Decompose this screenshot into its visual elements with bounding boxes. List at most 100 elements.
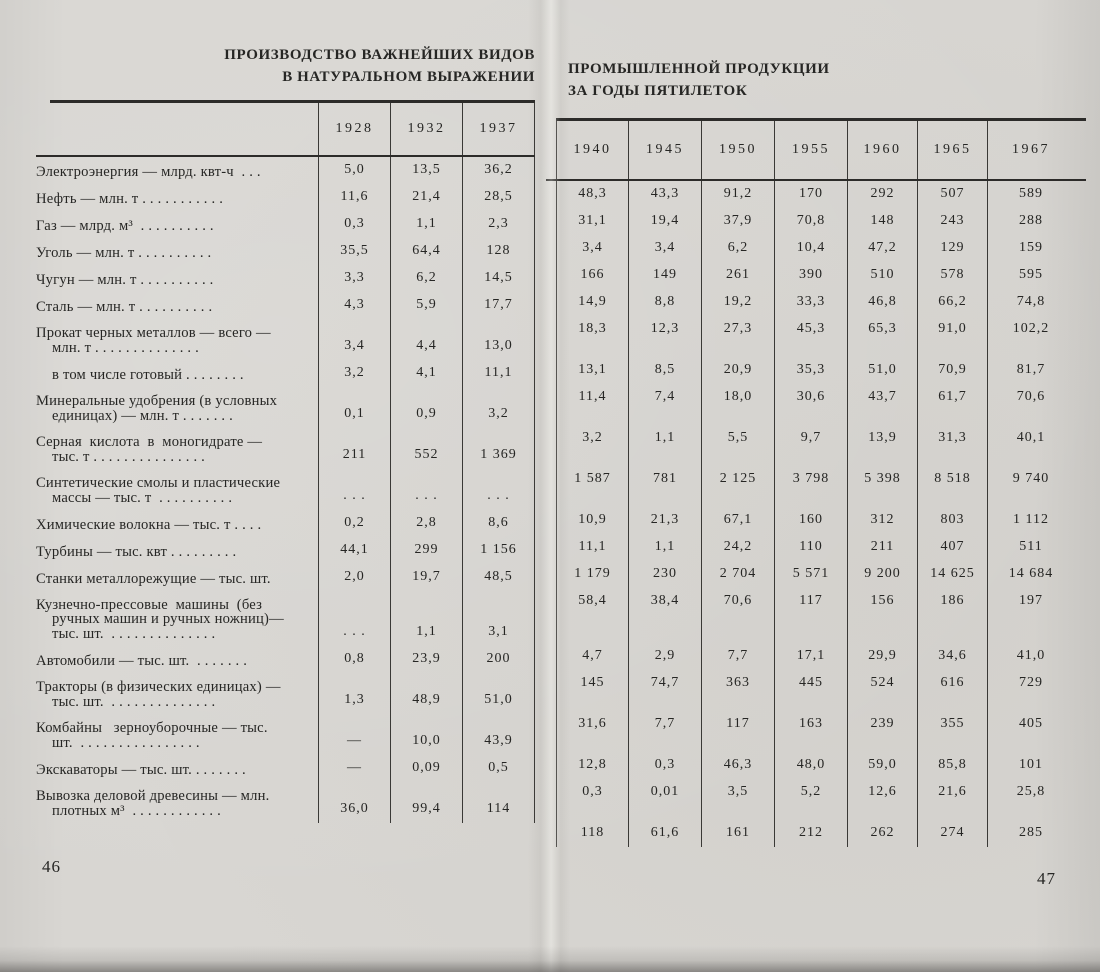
value-cell: 91,2 <box>701 181 774 208</box>
value-cell: 1,3 <box>318 673 390 714</box>
value-cell: 156 <box>847 588 917 615</box>
value-cell: 70,6 <box>701 588 774 615</box>
table-right-body: 48,3 43,3 91,2 170 292 507 589 31,1 19,4 37,9 70,8… <box>556 181 1086 847</box>
table-row: 31,6 7,7 117 163 239 355 405 <box>556 697 1086 738</box>
value-cell: 19,2 <box>701 289 774 316</box>
value-cell: 14 684 <box>987 561 1074 588</box>
value-cell: 212 <box>774 806 847 847</box>
value-cell: 59,0 <box>847 738 917 779</box>
value-cell: 51,0 <box>462 673 535 714</box>
table-row: 13,1 8,5 20,9 35,3 51,0 70,9 81,7 <box>556 343 1086 384</box>
year-header: 1937 <box>462 103 535 155</box>
value-cell: 58,4 <box>556 588 628 615</box>
value-cell: 11,6 <box>318 184 390 211</box>
value-cell: 99,4 <box>390 782 462 823</box>
value-cell: 1 587 <box>556 452 628 493</box>
year-header: 1955 <box>774 121 847 179</box>
value-cell: 13,1 <box>556 343 628 384</box>
value-cell: 261 <box>701 262 774 289</box>
value-cell: 5,5 <box>701 411 774 452</box>
value-cell: 578 <box>917 262 987 289</box>
value-cell: 0,3 <box>628 738 701 779</box>
value-cell: 5 398 <box>847 452 917 493</box>
value-cell: 2,3 <box>462 211 535 238</box>
value-cell: 51,0 <box>847 343 917 384</box>
value-cell: 2,8 <box>390 510 462 537</box>
value-cell: 186 <box>917 588 987 615</box>
value-cell: 2,9 <box>628 615 701 670</box>
table-right-top-rule <box>556 118 1086 121</box>
value-cell: 48,3 <box>556 181 628 208</box>
value-cell: 510 <box>847 262 917 289</box>
row-label: Чугун — млн. т . . . . . . . . . . <box>36 272 214 288</box>
value-cell: 0,3 <box>556 779 628 806</box>
value-cell: 36,2 <box>462 157 535 184</box>
value-cell: 405 <box>987 697 1074 738</box>
value-cell: 5,0 <box>318 157 390 184</box>
value-cell: 25,8 <box>987 779 1074 806</box>
value-cell: 46,3 <box>701 738 774 779</box>
value-cell: 37,9 <box>701 208 774 235</box>
value-cell: 33,3 <box>774 289 847 316</box>
value-cell: 8 518 <box>917 452 987 493</box>
value-cell: 0,01 <box>628 779 701 806</box>
value-cell: 118 <box>556 806 628 847</box>
value-cell: 4,7 <box>556 615 628 670</box>
table-left-top-rule <box>50 100 535 103</box>
table-row: 14,9 8,8 19,2 33,3 46,8 66,2 74,8 <box>556 289 1086 316</box>
value-cell: 159 <box>987 235 1074 262</box>
value-cell: 148 <box>847 208 917 235</box>
row-label: Станки металлорежущие — тыс. шт. <box>36 571 271 587</box>
value-cell: 1 369 <box>462 428 535 469</box>
value-cell: 43,9 <box>462 714 535 755</box>
row-label: Газ — млрд. м³ . . . . . . . . . . <box>36 218 214 234</box>
table-row: 12,8 0,3 46,3 48,0 59,0 85,8 101 <box>556 738 1086 779</box>
row-label: Серная кислота в моногидрате — тыс. т . … <box>36 435 263 465</box>
value-cell: 11,4 <box>556 384 628 411</box>
table-right-header-rule <box>546 179 1086 181</box>
year-header: 1965 <box>917 121 987 179</box>
table-left: 1928 1932 1937 Электроэнергия — млрд. квт-… <box>36 100 535 823</box>
year-header: 1928 <box>318 103 390 155</box>
table-row: 145 74,7 363 445 524 616 729 <box>556 670 1086 697</box>
value-cell: 20,9 <box>701 343 774 384</box>
value-cell: 5 571 <box>774 561 847 588</box>
value-cell: 10,4 <box>774 235 847 262</box>
row-label: Комбайны зерноуборочные — тыс. шт. . . .… <box>36 721 268 751</box>
value-cell: 3,2 <box>556 411 628 452</box>
value-cell: 1,1 <box>390 591 462 646</box>
value-cell: 292 <box>847 181 917 208</box>
value-cell: 781 <box>628 452 701 493</box>
value-cell: 8,6 <box>462 510 535 537</box>
table-row: в том числе готовый . . . . . . . . 3,2 4,… <box>36 360 535 387</box>
value-cell: 36,0 <box>318 782 390 823</box>
value-cell: 4,3 <box>318 292 390 319</box>
table-row: 1 587 781 2 125 3 798 5 398 8 518 9 740 <box>556 452 1086 493</box>
table-row: Газ — млрд. м³ . . . . . . . . . . 0,3 1,1… <box>36 211 535 238</box>
value-cell: 38,4 <box>628 588 701 615</box>
value-cell: 110 <box>774 534 847 561</box>
value-cell: 13,0 <box>462 319 535 360</box>
value-cell: 85,8 <box>917 738 987 779</box>
value-cell: 18,3 <box>556 316 628 343</box>
table-row: Кузнечно-прессовые машины (без ручных ма… <box>36 591 535 646</box>
value-cell: 729 <box>987 670 1074 697</box>
value-cell: 7,7 <box>701 615 774 670</box>
value-cell: 390 <box>774 262 847 289</box>
value-cell: 1 179 <box>556 561 628 588</box>
table-row: Нефть — млн. т . . . . . . . . . . . 11,6… <box>36 184 535 211</box>
value-cell: 407 <box>917 534 987 561</box>
table-right-header: 1940 1945 1950 1955 1960 1965 1967 <box>556 121 1086 179</box>
table-row: 3,2 1,1 5,5 9,7 13,9 31,3 40,1 <box>556 411 1086 452</box>
value-cell: 3,3 <box>318 265 390 292</box>
value-cell: 17,1 <box>774 615 847 670</box>
value-cell: 35,5 <box>318 238 390 265</box>
value-cell: 288 <box>987 208 1074 235</box>
table-row: Экскаваторы — тыс. шт. . . . . . . . —0,0… <box>36 755 535 782</box>
value-cell: 74,8 <box>987 289 1074 316</box>
value-cell: 200 <box>462 646 535 673</box>
value-cell: 28,5 <box>462 184 535 211</box>
value-cell: 2,0 <box>318 564 390 591</box>
value-cell: 43,7 <box>847 384 917 411</box>
value-cell: 9 740 <box>987 452 1074 493</box>
